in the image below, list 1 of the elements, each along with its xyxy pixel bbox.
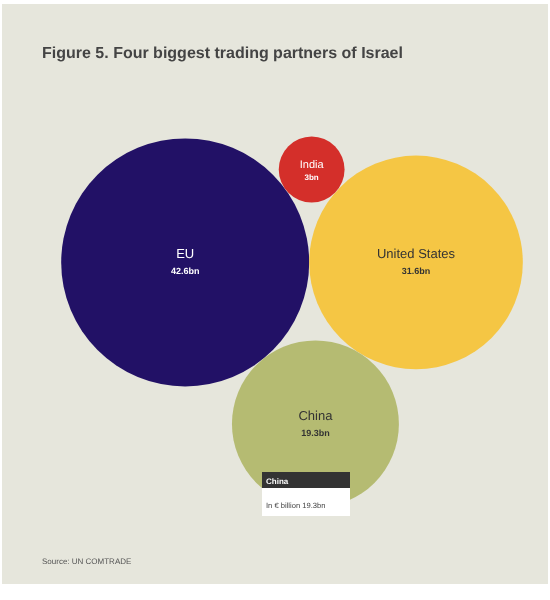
text: Figure 5. Four biggest trading partners of Israel (42, 44, 403, 62)
